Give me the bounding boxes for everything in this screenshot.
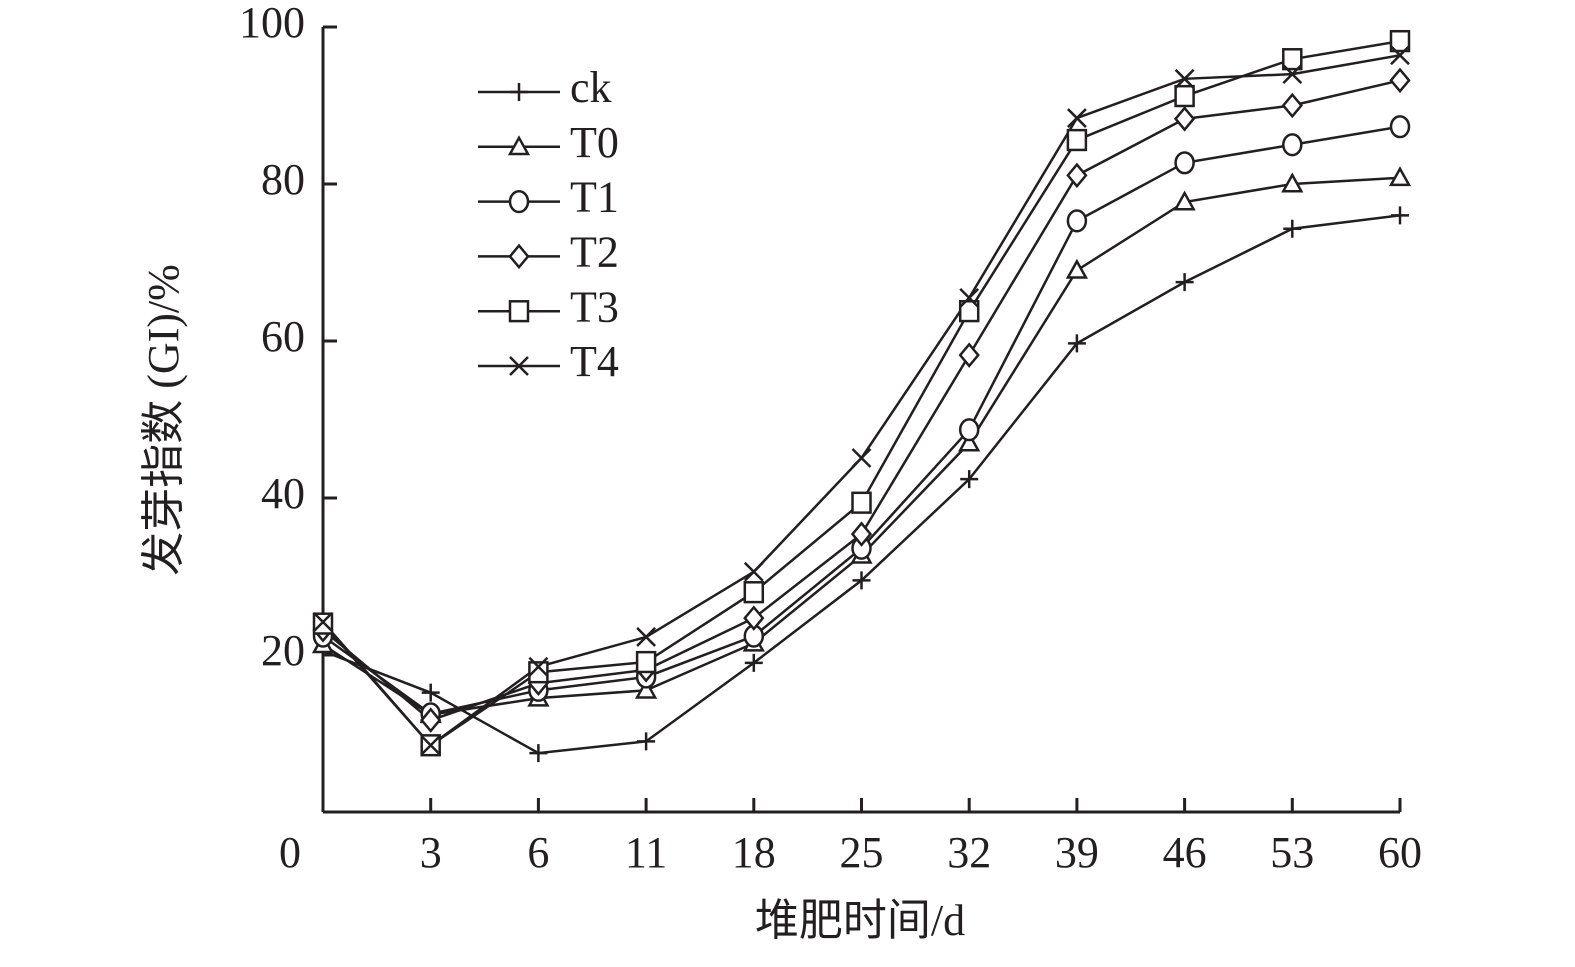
legend-label: ck: [570, 63, 612, 112]
marker: [960, 470, 979, 489]
marker: [313, 612, 333, 632]
series-line: [322, 125, 1401, 716]
legend-marker: [508, 190, 530, 214]
marker: [1388, 166, 1412, 187]
x-tick-label: 60: [1378, 828, 1422, 877]
marker: [743, 581, 765, 604]
marker: [1066, 128, 1088, 152]
marker: [958, 418, 980, 442]
x-tick-label: 0: [279, 828, 301, 877]
marker: [529, 744, 548, 763]
marker: [744, 653, 763, 672]
x-tick-label: 53: [1270, 828, 1314, 877]
series-line: [322, 79, 1401, 722]
y-tick-label: 60: [261, 312, 305, 361]
marker: [634, 678, 658, 699]
marker: [1389, 67, 1411, 94]
marker: [528, 656, 549, 677]
marker: [1282, 64, 1303, 84]
x-axis-label: 堆肥时间/d: [755, 896, 965, 945]
marker: [1174, 151, 1195, 175]
legend-marker: [507, 135, 531, 156]
marker: [1174, 84, 1195, 108]
y-tick-label: 100: [239, 0, 305, 47]
marker: [1389, 115, 1411, 139]
marker: [1066, 209, 1088, 233]
series-line: [322, 54, 1401, 747]
marker: [636, 627, 656, 647]
y-tick-label: 20: [261, 626, 305, 675]
x-tick-label: 11: [625, 828, 667, 877]
marker: [851, 491, 872, 514]
legend-marker: [508, 300, 530, 323]
marker: [958, 431, 981, 452]
x-tick-label: 46: [1163, 828, 1207, 877]
marker: [1283, 219, 1302, 238]
marker: [1066, 162, 1088, 189]
legend-marker: [508, 243, 530, 270]
marker: [958, 300, 980, 323]
marker: [1173, 190, 1196, 211]
marker: [420, 707, 442, 733]
x-tick-label: 32: [947, 828, 991, 877]
marker: [1065, 258, 1089, 279]
marker: [635, 650, 657, 674]
x-tick-label: 25: [840, 828, 884, 877]
marker: [420, 735, 441, 756]
x-tick-label: 18: [732, 828, 776, 877]
x-tick-label: 6: [527, 828, 549, 877]
marker: [958, 342, 980, 368]
marker: [1391, 206, 1409, 225]
marker: [637, 732, 656, 751]
marker: [743, 561, 764, 582]
marker: [1281, 92, 1303, 119]
marker: [1174, 68, 1195, 89]
marker: [852, 571, 871, 590]
x-tick-label: 39: [1055, 828, 1099, 877]
marker: [421, 683, 440, 702]
y-tick-label: 80: [261, 155, 305, 204]
marker: [959, 287, 980, 308]
y-axis-label: 发芽指数 (GI)/%: [139, 264, 188, 576]
marker: [850, 521, 873, 547]
marker: [528, 661, 549, 684]
series-line: [322, 214, 1401, 755]
series-line: [322, 176, 1401, 716]
legend-marker: [509, 356, 529, 376]
marker: [1282, 133, 1303, 157]
legend-label: T4: [570, 337, 619, 386]
marker: [1067, 334, 1086, 353]
marker: [1281, 172, 1304, 193]
legend-label: T0: [570, 118, 619, 167]
marker: [743, 605, 765, 631]
marker: [1390, 45, 1410, 66]
marker: [1067, 108, 1087, 128]
x-tick-label: 3: [420, 828, 442, 877]
marker: [1175, 273, 1194, 292]
marker: [1282, 48, 1303, 71]
legend-label: T3: [570, 282, 619, 331]
legend-label: T1: [570, 173, 619, 222]
y-tick-label: 40: [261, 469, 305, 518]
legend-label: T2: [570, 227, 619, 276]
marker: [1389, 29, 1411, 53]
legend-marker: [510, 83, 528, 101]
marker: [851, 448, 872, 468]
marker: [1173, 106, 1196, 132]
